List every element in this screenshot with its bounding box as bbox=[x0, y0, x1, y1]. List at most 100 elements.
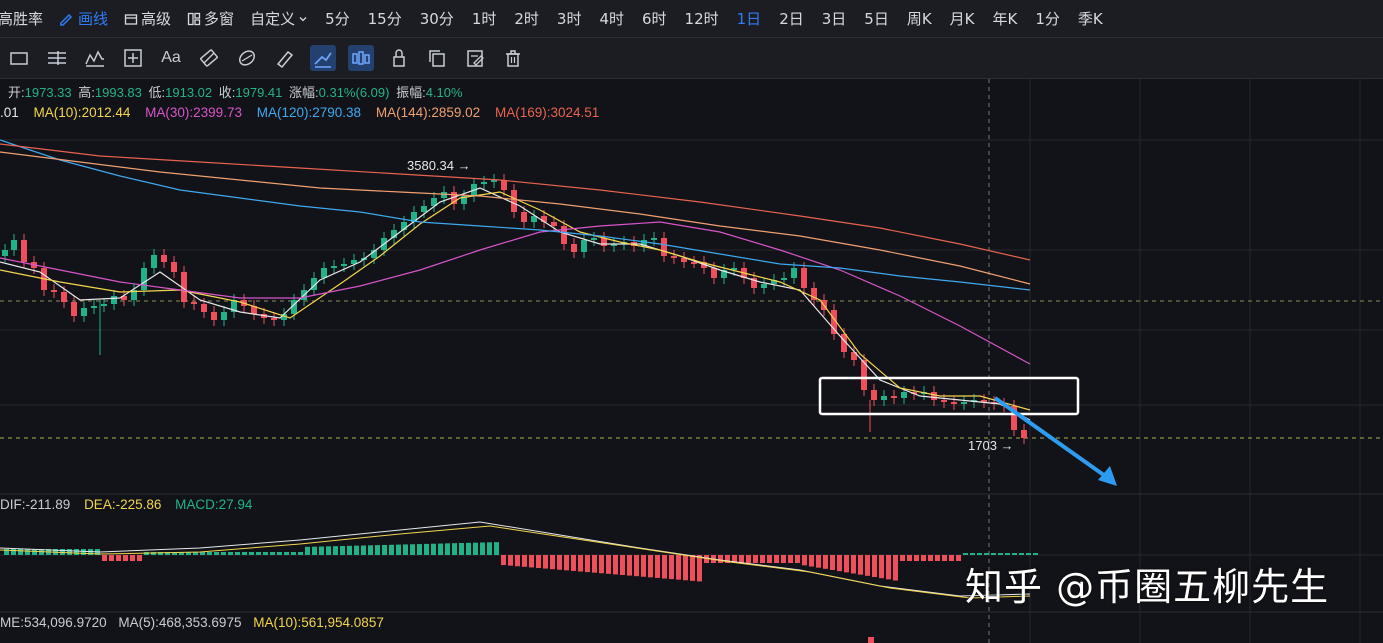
draw-line-button[interactable]: 画线 bbox=[51, 8, 116, 29]
macd-histogram-bar bbox=[935, 555, 940, 561]
candle-body bbox=[661, 238, 667, 256]
ma169-legend: MA(169):3024.51 bbox=[494, 105, 600, 120]
macd-histogram-bar bbox=[361, 545, 366, 555]
macd-histogram-bar bbox=[963, 553, 968, 555]
trend-arrow-head bbox=[1098, 466, 1117, 486]
ruler-tool-button[interactable] bbox=[272, 45, 298, 71]
macd-histogram-bar bbox=[851, 555, 856, 574]
period-tab-11[interactable]: 3日 bbox=[821, 10, 847, 28]
candle-body bbox=[2, 250, 8, 256]
measure-tool-icon bbox=[124, 49, 142, 67]
macd-histogram-bar bbox=[200, 552, 205, 555]
vol-ma5-legend: MA(5):468,353.6975 bbox=[118, 615, 242, 630]
macd-histogram-bar bbox=[284, 552, 289, 555]
macd-histogram-bar bbox=[634, 555, 639, 577]
wave-pattern-tool-icon bbox=[85, 50, 104, 67]
wave-pattern-tool-button[interactable] bbox=[82, 45, 108, 71]
macd-histogram-bar bbox=[578, 555, 583, 572]
period-tab-0[interactable]: 5分 bbox=[325, 10, 350, 28]
top-nav-bar: 高胜率 画线 高级 多窗 自定义 5分 15分 30分 1时 2时 3时 4时 6时 12时 1日… bbox=[0, 0, 1383, 38]
candle-body bbox=[251, 306, 257, 314]
macd-histogram-bar bbox=[389, 544, 394, 555]
rectangle-tool-button[interactable] bbox=[6, 45, 32, 71]
low-label: 低:1913.02 bbox=[148, 85, 213, 100]
macd-histogram-bar bbox=[417, 544, 422, 555]
period-tab-10[interactable]: 2日 bbox=[779, 10, 804, 28]
close-label: 收:1979.41 bbox=[218, 85, 283, 100]
candle-body bbox=[441, 192, 447, 198]
multi-window-button[interactable]: 多窗 bbox=[179, 8, 242, 29]
macd-histogram-bar bbox=[487, 542, 492, 555]
macd-histogram-bar bbox=[522, 555, 527, 567]
chart-area[interactable] bbox=[0, 79, 1383, 643]
dif-legend: DIF:-211.89 bbox=[0, 497, 71, 512]
candle-body bbox=[591, 238, 597, 240]
candle-body bbox=[431, 198, 437, 206]
period-tab-13[interactable]: 周K bbox=[906, 10, 932, 28]
macd-histogram-bar bbox=[102, 555, 107, 561]
candlestick-chart[interactable] bbox=[0, 79, 1383, 643]
copy-button[interactable] bbox=[424, 45, 450, 71]
macd-histogram-bar bbox=[942, 555, 947, 561]
period-tab-4[interactable]: 2时 bbox=[514, 10, 539, 28]
draw-mode-button[interactable] bbox=[310, 45, 336, 71]
candle-body bbox=[941, 400, 947, 402]
edit-button[interactable] bbox=[462, 45, 488, 71]
macd-histogram-bar bbox=[298, 552, 303, 555]
lock-button[interactable] bbox=[386, 45, 412, 71]
period-tab-9[interactable]: 1日 bbox=[736, 10, 762, 28]
text-tool-button[interactable]: Aa bbox=[158, 45, 184, 71]
macd-histogram-bar bbox=[816, 555, 821, 568]
ruler-tool-icon bbox=[276, 50, 294, 69]
magnet-strong-tool-button[interactable] bbox=[234, 45, 260, 71]
lock-icon bbox=[393, 49, 405, 67]
magnet-tool-button[interactable] bbox=[196, 45, 222, 71]
period-tab-5[interactable]: 3时 bbox=[556, 10, 582, 28]
macd-histogram-bar bbox=[494, 542, 499, 555]
period-tab-8[interactable]: 12时 bbox=[684, 10, 719, 28]
trash-button[interactable] bbox=[500, 45, 526, 71]
period-tab-15[interactable]: 年K bbox=[992, 10, 1018, 28]
advanced-button[interactable]: 高级 bbox=[116, 8, 179, 29]
period-tab-16[interactable]: 1分 bbox=[1035, 10, 1060, 28]
macd-histogram-bar bbox=[977, 553, 982, 555]
macd-histogram-bar bbox=[396, 544, 401, 555]
candle-body bbox=[881, 396, 887, 400]
macd-histogram-bar bbox=[620, 555, 625, 575]
period-tab-7[interactable]: 6时 bbox=[642, 10, 667, 28]
period-tab-14[interactable]: 月K bbox=[949, 10, 975, 28]
candle-body bbox=[11, 240, 17, 250]
candle-body bbox=[151, 255, 157, 268]
candle-type-button[interactable] bbox=[348, 45, 374, 71]
macd-histogram-bar bbox=[984, 553, 989, 555]
custom-period-dropdown[interactable]: 自定义 bbox=[242, 8, 316, 29]
candle-body bbox=[71, 302, 77, 316]
period-tab-1[interactable]: 15分 bbox=[367, 10, 402, 28]
period-tab-6[interactable]: 4时 bbox=[599, 10, 624, 28]
period-tab-2[interactable]: 30分 bbox=[419, 10, 454, 28]
candle-body bbox=[541, 216, 547, 222]
candle-body bbox=[581, 240, 587, 252]
period-tab-12[interactable]: 5日 bbox=[864, 10, 889, 28]
draw-mode-icon bbox=[314, 52, 332, 68]
ma120-line bbox=[0, 139, 1031, 291]
measure-tool-button[interactable] bbox=[120, 45, 146, 71]
macd-histogram-bar bbox=[368, 545, 373, 555]
macd-histogram-bar bbox=[865, 555, 870, 576]
period-tab-3[interactable]: 1时 bbox=[471, 10, 497, 28]
macd-histogram-bar bbox=[662, 555, 667, 579]
macd-histogram-bar bbox=[242, 552, 247, 555]
period-tab-17[interactable]: 季K bbox=[1077, 10, 1103, 28]
candle-body bbox=[571, 244, 577, 252]
parallel-lines-tool-button[interactable] bbox=[44, 45, 70, 71]
macd-histogram-bar bbox=[459, 543, 464, 555]
candle-body bbox=[691, 262, 697, 264]
candle-body bbox=[871, 390, 877, 400]
high-winrate-button[interactable]: 高胜率 bbox=[0, 8, 51, 29]
candle-body bbox=[321, 268, 327, 278]
macd-histogram-bar bbox=[172, 552, 177, 555]
ma10-legend: MA(10):2012.44 bbox=[33, 105, 131, 120]
period-tabs: 5分 15分 30分 1时 2时 3时 4时 6时 12时 1日 2日 3日 5日 周K 月K 年K 1分 季K bbox=[316, 8, 1112, 29]
candle-body bbox=[851, 352, 857, 360]
chevron-down-icon bbox=[299, 16, 307, 21]
